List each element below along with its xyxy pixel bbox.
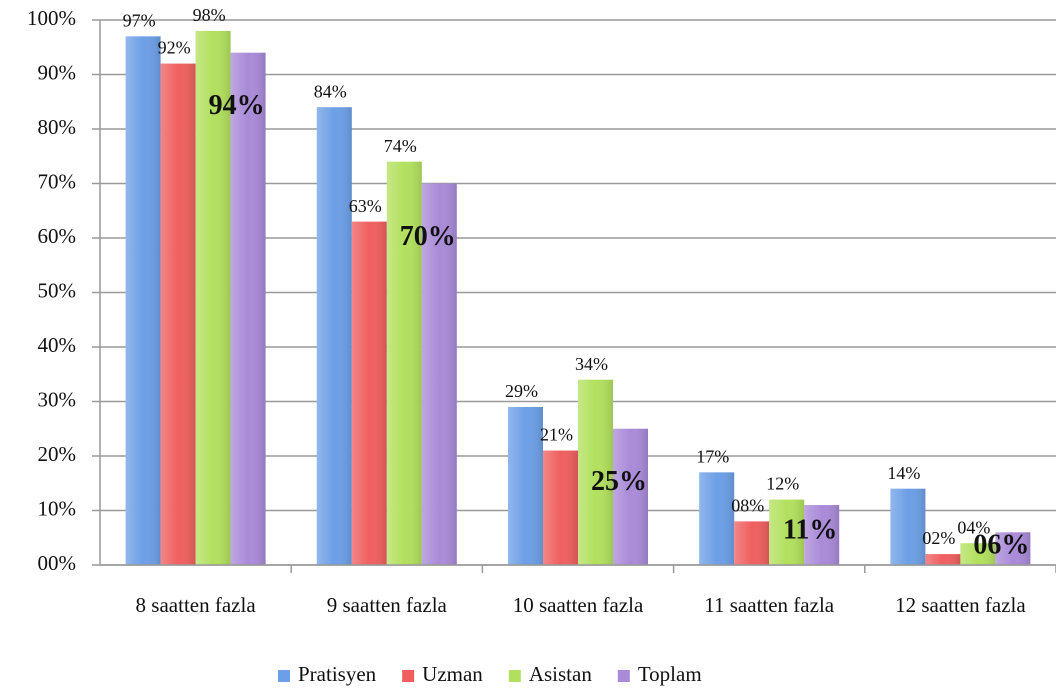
- bar-shade: [543, 450, 578, 565]
- value-label: 63%: [349, 196, 382, 216]
- bar-shade: [960, 543, 996, 565]
- bar-shade: [316, 107, 352, 565]
- value-label: 92%: [158, 38, 191, 58]
- value-label: 29%: [505, 381, 538, 401]
- legend-swatch: [508, 670, 521, 682]
- legend-label: Pratisyen: [298, 662, 377, 686]
- bar-shade: [613, 428, 648, 565]
- legend-swatch: [617, 670, 630, 682]
- y-tick-label: 50%: [38, 278, 77, 302]
- x-tick-label: 9 saatten fazla: [327, 593, 448, 617]
- bar-shade: [508, 406, 543, 565]
- value-label: 11%: [783, 514, 837, 545]
- value-label: 97%: [123, 10, 156, 30]
- y-tick-label: 90%: [38, 60, 77, 84]
- bar-shade: [734, 521, 770, 565]
- value-label: 84%: [314, 81, 347, 101]
- bar-shade: [804, 505, 840, 565]
- legend-swatch: [402, 670, 415, 682]
- bar-shade: [125, 36, 161, 566]
- y-tick-label: 60%: [38, 224, 77, 248]
- value-label: 08%: [731, 496, 764, 516]
- y-tick-label: 70%: [38, 169, 77, 193]
- x-tick-label: 8 saatten fazla: [136, 593, 257, 617]
- y-tick-label: 00%: [38, 551, 77, 575]
- bar-shade: [890, 488, 926, 565]
- y-tick-label: 20%: [38, 442, 77, 466]
- x-tick-label: 12 saatten fazla: [895, 593, 1026, 617]
- bar-shade: [699, 472, 735, 565]
- value-label: 74%: [384, 136, 417, 156]
- y-tick-label: 10%: [38, 496, 77, 520]
- value-label: 04%: [957, 517, 990, 537]
- y-tick-label: 100%: [27, 6, 76, 30]
- legend-label: Asistan: [529, 662, 593, 686]
- y-tick-label: 30%: [38, 387, 77, 411]
- value-label: 94%: [209, 90, 265, 121]
- bar-shade: [230, 52, 266, 565]
- y-tick-label: 40%: [38, 333, 77, 357]
- value-label: 70%: [400, 221, 456, 252]
- legend-label: Uzman: [422, 662, 483, 686]
- value-label: 34%: [575, 354, 608, 374]
- bar-shade: [386, 161, 422, 565]
- legend-label: Toplam: [638, 662, 702, 686]
- bar-shade: [351, 221, 387, 565]
- legend-swatch: [278, 670, 290, 682]
- value-label: 14%: [887, 463, 920, 483]
- value-label: 98%: [193, 5, 226, 25]
- bar-shade: [160, 63, 196, 565]
- bar-shade: [195, 30, 231, 565]
- bar-shade: [769, 499, 805, 565]
- bar-shade: [421, 183, 457, 565]
- value-label: 21%: [540, 425, 573, 445]
- bar-shade: [995, 532, 1031, 565]
- bar-shade: [578, 379, 613, 565]
- x-tick-label: 11 saatten fazla: [704, 593, 834, 617]
- value-label: 12%: [766, 474, 799, 494]
- bar-shade: [925, 554, 961, 565]
- x-tick-label: 10 saatten fazla: [513, 593, 644, 617]
- value-label: 25%: [591, 466, 647, 497]
- y-tick-label: 80%: [38, 115, 77, 139]
- value-label: 02%: [922, 528, 955, 548]
- value-label: 06%: [973, 529, 1029, 560]
- value-label: 17%: [696, 446, 729, 466]
